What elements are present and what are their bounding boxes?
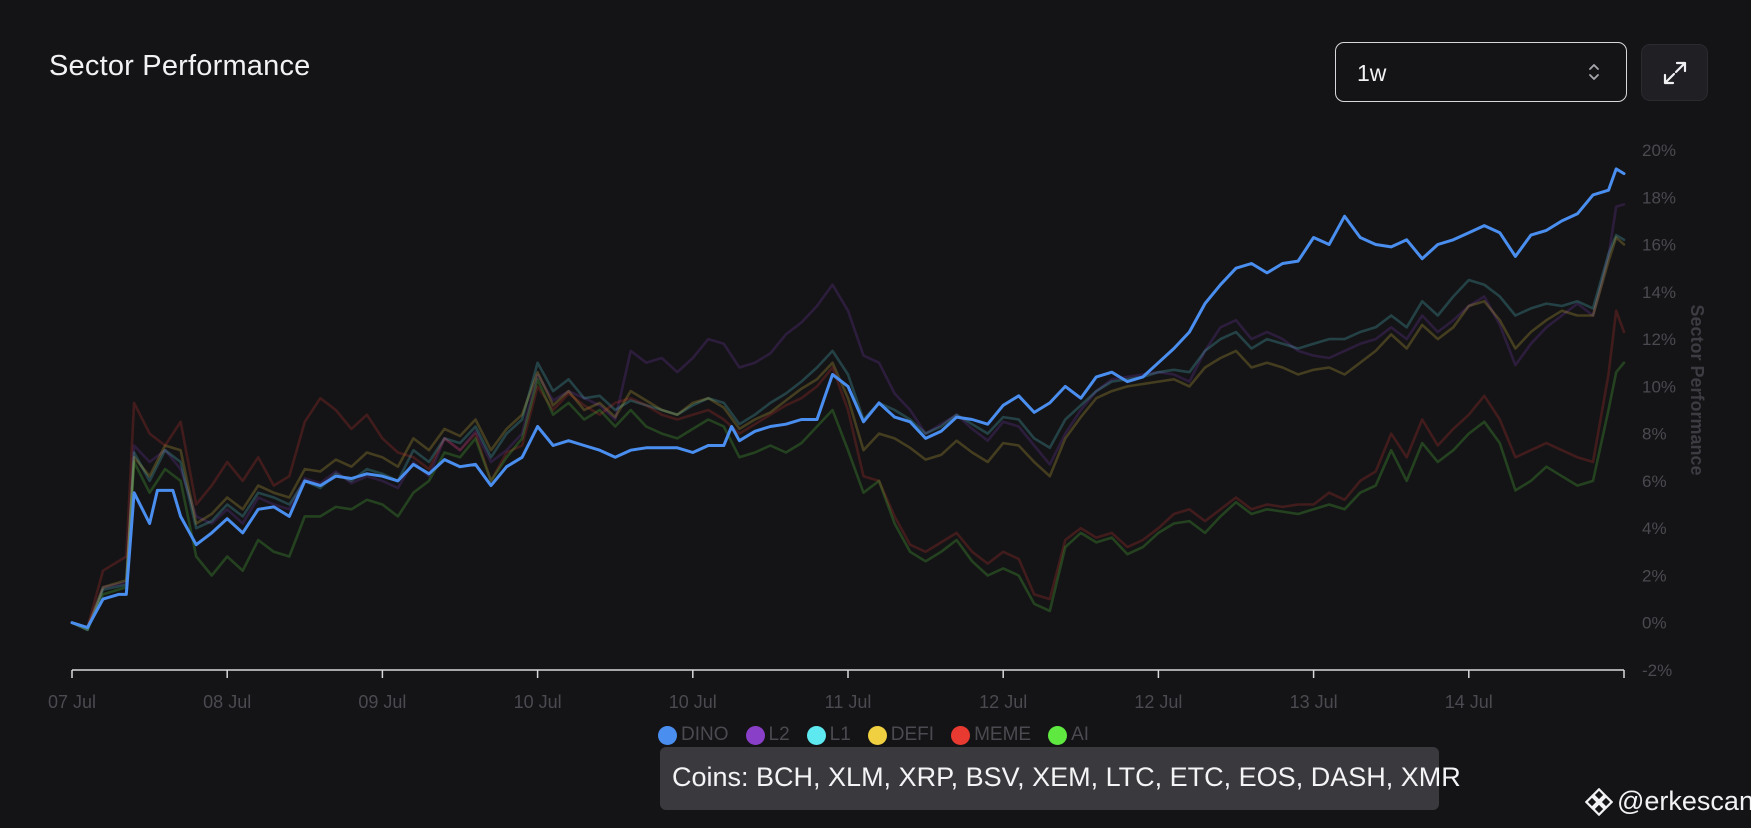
- time-range-value: 1w: [1357, 60, 1387, 86]
- y-tick-label: 14%: [1642, 283, 1676, 302]
- legend-swatch: [745, 725, 765, 745]
- chevron-up-down-icon: [1589, 64, 1599, 80]
- legend-item-defi[interactable]: DEFI: [867, 724, 935, 746]
- legend-item-dino[interactable]: DINO: [658, 724, 729, 746]
- x-tick-label: 10 Jul: [669, 692, 717, 712]
- tooltip-text: Coins: BCH, XLM, XRP, BSV, XEM, LTC, ETC…: [672, 762, 1461, 792]
- page-title: Sector Performance: [49, 50, 311, 82]
- series-layer: [70, 167, 1626, 632]
- legend-item-meme[interactable]: MEME: [951, 724, 1031, 746]
- time-range-select[interactable]: 1w: [1335, 42, 1627, 102]
- y-tick-label: 10%: [1642, 377, 1676, 396]
- y-tick-label: -2%: [1642, 661, 1672, 680]
- legend-label: L1: [829, 724, 851, 745]
- watermark-handle: @erkescan: [1617, 786, 1751, 816]
- axis-layer: 07 Jul 08 Jul 09 Jul 10 Jul 10 Jul 11 Jul 12 J…: [48, 141, 1707, 712]
- x-tick-label: 09 Jul: [358, 692, 406, 712]
- x-tick-label: 12 Jul: [979, 692, 1027, 712]
- legend-swatch: [658, 725, 677, 745]
- expand-button[interactable]: [1641, 44, 1708, 101]
- legend-label: MEME: [974, 724, 1032, 745]
- legend-item-ai[interactable]: AI: [1048, 724, 1089, 746]
- x-tick-label: 08 Jul: [203, 692, 251, 712]
- legend-label: AI: [1071, 724, 1090, 745]
- chart-tooltip: Coins: BCH, XLM, XRP, BSV, XEM, LTC, ETC…: [660, 747, 1461, 810]
- y-tick-label: 16%: [1642, 236, 1676, 255]
- series-line-ai[interactable]: [70, 361, 1626, 632]
- series-line-defi[interactable]: [70, 236, 1626, 629]
- legend-swatch: [806, 725, 826, 745]
- y-tick-label: 6%: [1642, 472, 1667, 491]
- x-tick-label: 13 Jul: [1290, 692, 1338, 712]
- x-tick-label: 07 Jul: [48, 692, 96, 712]
- legend-label: DINO: [681, 724, 729, 745]
- y-tick-label: 8%: [1642, 425, 1667, 444]
- watermark: @erkescan: [1585, 786, 1751, 817]
- legend-label: L2: [768, 724, 790, 745]
- series-line-l2[interactable]: [70, 203, 1626, 632]
- x-tick-label: 12 Jul: [1134, 692, 1182, 712]
- chart-legend: DINO L2 L1 DEFI MEME AI: [658, 722, 1106, 748]
- legend-label: DEFI: [890, 724, 935, 745]
- x-tick-label: 14 Jul: [1445, 692, 1493, 712]
- series-line-dino[interactable]: [70, 167, 1626, 629]
- x-tick-label: 11 Jul: [825, 692, 872, 712]
- legend-item-l2[interactable]: L2: [745, 724, 790, 746]
- y-tick-label: 4%: [1642, 519, 1667, 538]
- y-tick-label: 12%: [1642, 330, 1676, 349]
- expand-arrows-icon: [1663, 61, 1687, 85]
- y-axis-title: Sector Performance: [1687, 304, 1707, 475]
- y-tick-label: 20%: [1642, 141, 1676, 160]
- legend-item-l1[interactable]: L1: [806, 724, 851, 746]
- y-tick-label: 2%: [1642, 566, 1667, 585]
- binance-diamond-icon: [1585, 787, 1613, 816]
- legend-swatch: [1048, 725, 1068, 745]
- y-tick-label: 18%: [1642, 188, 1676, 207]
- x-tick-label: 10 Jul: [514, 692, 562, 712]
- y-tick-label: 0%: [1642, 614, 1667, 633]
- series-line-meme[interactable]: [70, 309, 1626, 629]
- legend-swatch: [951, 725, 971, 745]
- legend-swatch: [867, 725, 887, 745]
